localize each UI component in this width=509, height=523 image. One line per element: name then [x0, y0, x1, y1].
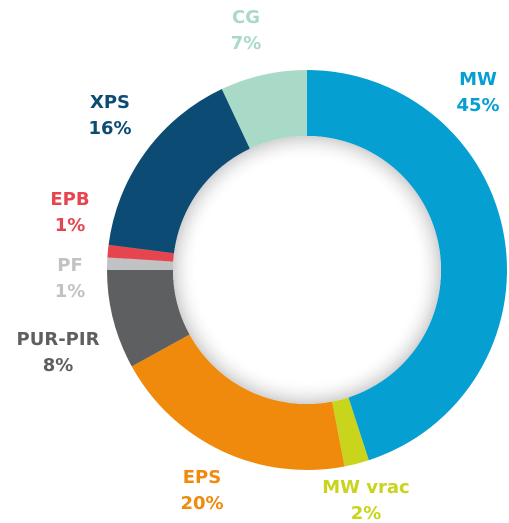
donut-slice — [107, 244, 175, 262]
slice-value-label: 45% — [456, 95, 499, 116]
slice-value-label: 1% — [55, 215, 86, 236]
inner-shadow — [173, 136, 441, 404]
slice-label: PF — [57, 255, 83, 276]
donut-slice — [107, 270, 190, 367]
donut — [107, 70, 507, 470]
donut-slice — [131, 334, 345, 470]
slice-value-label: 7% — [231, 33, 262, 54]
slice-value-label: 8% — [43, 355, 74, 376]
slice-value-label: 16% — [88, 118, 131, 139]
labels: MW 45% MW vrac 2% EPS 20% PUR-PIR 8% PF 1% EPB 1% XP… — [17, 7, 500, 523]
slice-label: EPB — [50, 189, 89, 210]
slice-value-label: 2% — [351, 503, 382, 523]
donut-slice — [307, 70, 507, 461]
donut-slice — [107, 257, 174, 270]
slice-label: CG — [232, 7, 260, 28]
slice-label: PUR-PIR — [17, 329, 100, 350]
donut-slice — [332, 397, 369, 467]
slice-value-label: 20% — [180, 493, 223, 514]
donut-slice — [221, 70, 307, 149]
slice-value-label: 1% — [55, 281, 86, 302]
slice-label: MW vrac — [322, 477, 409, 498]
slice-label: MW — [459, 69, 497, 90]
donut-slice — [108, 89, 250, 254]
slice-label: XPS — [90, 92, 130, 113]
slice-label: EPS — [183, 467, 221, 488]
